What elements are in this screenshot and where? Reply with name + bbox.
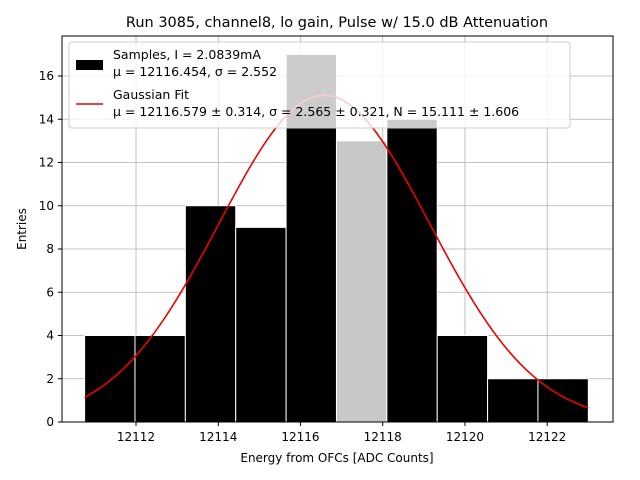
histogram-bar-0 <box>84 335 136 423</box>
x-tick-label-4: 12120 <box>446 430 484 444</box>
histogram-bar-8 <box>487 378 539 423</box>
y-tick-label-2: 4 <box>46 329 54 343</box>
x-tick-label-2: 12116 <box>281 430 319 444</box>
x-axis-label: Energy from OFCs [ADC Counts] <box>240 451 433 465</box>
histogram-bar-6 <box>386 118 438 423</box>
y-tick-label-8: 16 <box>39 69 54 83</box>
legend-box <box>68 41 571 129</box>
x-axis-ticks: 12112 12114 12116 12118 12120 12122 <box>117 422 566 444</box>
legend-samples-stats: μ = 12116.454, σ = 2.552 <box>113 64 277 79</box>
histogram-bar-5 <box>335 140 388 423</box>
legend: Samples, I = 2.0839mA μ = 12116.454, σ =… <box>68 41 571 129</box>
y-axis-ticks: 0 2 4 6 8 10 12 14 16 <box>39 69 62 429</box>
legend-samples-label: Samples, I = 2.0839mA <box>113 47 261 62</box>
x-tick-label-3: 12118 <box>364 430 402 444</box>
y-tick-label-4: 8 <box>46 242 54 256</box>
plot-frame <box>61 35 614 423</box>
y-axis-label: Entries <box>15 208 29 250</box>
y-tick-label-7: 14 <box>39 112 54 126</box>
y-tick-label-6: 12 <box>39 156 54 170</box>
histogram-bar-2 <box>184 205 237 423</box>
y-tick-label-5: 10 <box>39 199 54 213</box>
legend-fit-label: Gaussian Fit <box>113 87 189 102</box>
x-tick-label-5: 12122 <box>528 430 566 444</box>
axes <box>61 35 614 423</box>
x-tick-label-1: 12114 <box>199 430 237 444</box>
legend-fit-stats: μ = 12116.579 ± 0.314, σ = 2.565 ± 0.321… <box>113 104 519 119</box>
legend-samples-patch <box>76 60 103 70</box>
y-tick-label-0: 0 <box>46 415 54 429</box>
histogram-bar-3 <box>235 226 287 423</box>
x-tick-label-0: 12112 <box>117 430 155 444</box>
chart-title: Run 3085, channel8, lo gain, Pulse w/ 15… <box>126 15 548 31</box>
histogram-bar-7 <box>436 335 489 423</box>
y-tick-label-1: 2 <box>46 372 54 386</box>
y-tick-label-3: 6 <box>46 285 54 299</box>
